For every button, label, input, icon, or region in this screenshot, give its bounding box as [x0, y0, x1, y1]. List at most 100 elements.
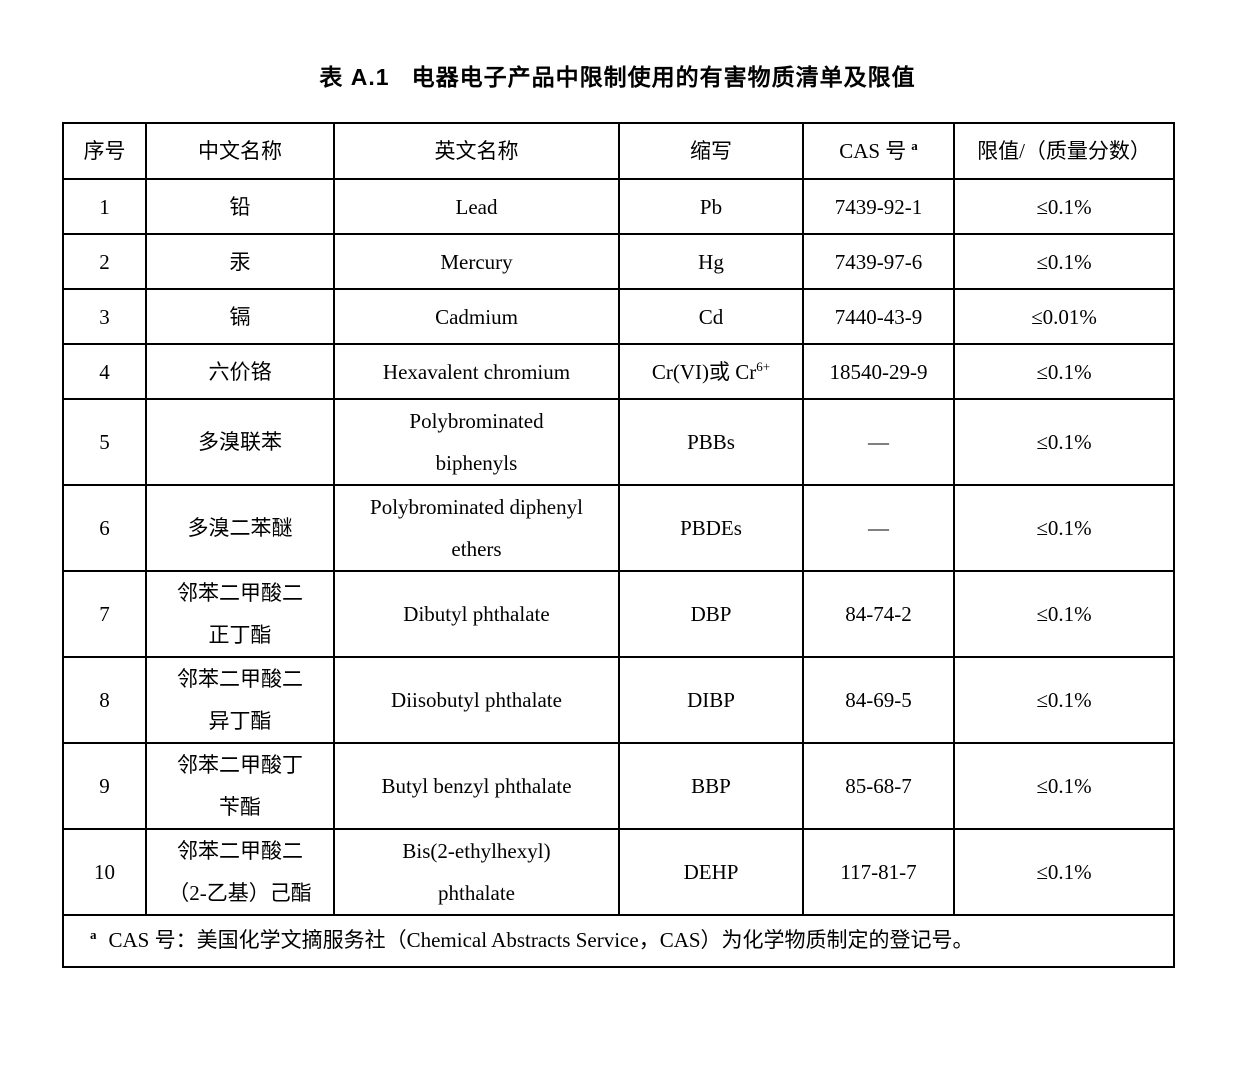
- cell-abbreviation-text: Hg: [698, 249, 724, 274]
- cell-chinese-name: 镉: [145, 288, 335, 345]
- table-row: 3 镉 Cadmium Cd 7440-43-9 ≤0.01%: [62, 288, 1175, 345]
- cell-abbreviation: DIBP: [618, 656, 804, 744]
- table-container: 序号 中文名称 英文名称 缩写 CAS 号 a 限值/（质量分数） 1 铅 Lead P…: [62, 122, 1175, 968]
- cell-abbreviation-text: PBDEs: [680, 516, 742, 540]
- cell-serial: 3: [62, 288, 147, 345]
- cell-limit: ≤0.1%: [953, 656, 1175, 744]
- cell-abbreviation-text: DEHP: [683, 860, 739, 884]
- footnote-cell: a CAS 号：美国化学文摘服务社（Chemical Abstracts Serv…: [62, 914, 1175, 968]
- cas-footnote-superscript: a: [911, 138, 918, 153]
- cell-abbreviation: Hg: [618, 233, 804, 290]
- table-row: 8 邻苯二甲酸二 异丁酯 Diisobutyl phthalate DIBP 84-69…: [62, 656, 1175, 744]
- cell-abbreviation: PBDEs: [618, 484, 804, 572]
- cell-cas-number: —: [802, 484, 955, 572]
- cell-abbreviation: PBBs: [618, 398, 804, 486]
- cell-limit: ≤0.1%: [953, 178, 1175, 235]
- cell-cas-number: —: [802, 398, 955, 486]
- cell-abbreviation: Pb: [618, 178, 804, 235]
- cell-chinese-name: 铅: [145, 178, 335, 235]
- cell-cas-number: 84-74-2: [802, 570, 955, 658]
- cell-english-name: Bis(2-ethylhexyl) phthalate: [333, 828, 620, 916]
- table-caption-title: 电器电子产品中限制使用的有害物质清单及限值: [411, 64, 916, 90]
- cell-abbreviation: DBP: [618, 570, 804, 658]
- cell-serial: 6: [62, 484, 147, 572]
- cell-abbreviation-text: Cd: [698, 304, 724, 329]
- table-row: 6 多溴二苯醚 Polybrominated diphenyl ethers PBDE…: [62, 484, 1175, 572]
- cell-english-name: Polybrominated biphenyls: [333, 398, 620, 486]
- cell-english-name: Butyl benzyl phthalate: [333, 742, 620, 830]
- cell-abbreviation: DEHP: [618, 828, 804, 916]
- cell-abbreviation: Cd: [618, 288, 804, 345]
- cell-english-name: Diisobutyl phthalate: [333, 656, 620, 744]
- cell-chinese-name: 邻苯二甲酸丁 苄酯: [145, 742, 335, 830]
- cell-limit: ≤0.1%: [953, 742, 1175, 830]
- cell-limit: ≤0.1%: [953, 570, 1175, 658]
- cell-abbreviation: Cr(VI)或 Cr6+: [618, 343, 804, 400]
- footnote-text: CAS 号：美国化学文摘服务社（Chemical Abstracts Servi…: [108, 928, 974, 953]
- cell-abbreviation-text: DBP: [690, 602, 732, 626]
- header-row: 序号 中文名称 英文名称 缩写 CAS 号 a 限值/（质量分数）: [62, 122, 1175, 180]
- cell-cas-number: 7439-97-6: [802, 233, 955, 290]
- cell-english-name: Mercury: [333, 233, 620, 290]
- cell-abbreviation: BBP: [618, 742, 804, 830]
- table-body: 1 铅 Lead Pb 7439-92-1 ≤0.1% 2 汞 Mercury Hg 7439-97…: [62, 178, 1175, 916]
- cell-abbreviation-superscript: 6+: [756, 358, 771, 374]
- cell-limit: ≤0.1%: [953, 233, 1175, 290]
- cell-serial: 10: [62, 828, 147, 916]
- table-row: 4 六价铬 Hexavalent chromium Cr(VI)或 Cr6+ 18540…: [62, 343, 1175, 400]
- cell-serial: 7: [62, 570, 147, 658]
- cell-abbreviation-text: DIBP: [687, 688, 735, 712]
- cell-english-name: Lead: [333, 178, 620, 235]
- cell-chinese-name: 邻苯二甲酸二 正丁酯: [145, 570, 335, 658]
- table-caption: 表 A.1 电器电子产品中限制使用的有害物质清单及限值: [0, 58, 1235, 92]
- cell-limit: ≤0.1%: [953, 828, 1175, 916]
- cell-abbreviation-text: Cr(VI)或 Cr: [651, 359, 757, 384]
- cell-limit: ≤0.1%: [953, 484, 1175, 572]
- cell-serial: 9: [62, 742, 147, 830]
- cell-limit: ≤0.1%: [953, 398, 1175, 486]
- footnote-row: a CAS 号：美国化学文摘服务社（Chemical Abstracts Serv…: [62, 914, 1175, 968]
- cell-english-name: Polybrominated diphenyl ethers: [333, 484, 620, 572]
- table-row: 9 邻苯二甲酸丁 苄酯 Butyl benzyl phthalate BBP 85-68…: [62, 742, 1175, 830]
- cell-limit: ≤0.01%: [953, 288, 1175, 345]
- column-header-english-name: 英文名称: [333, 122, 620, 180]
- cell-chinese-name: 邻苯二甲酸二 异丁酯: [145, 656, 335, 744]
- cell-cas-number: 7440-43-9: [802, 288, 955, 345]
- table-row: 5 多溴联苯 Polybrominated biphenyls PBBs — ≤0.1%: [62, 398, 1175, 486]
- cell-chinese-name: 六价铬: [145, 343, 335, 400]
- column-header-abbreviation: 缩写: [618, 122, 804, 180]
- footnote-marker: a: [90, 927, 97, 943]
- cell-serial: 8: [62, 656, 147, 744]
- cell-chinese-name: 邻苯二甲酸二 （2-乙基）己酯: [145, 828, 335, 916]
- cell-english-name: Cadmium: [333, 288, 620, 345]
- column-header-cas-label: CAS 号: [839, 139, 907, 163]
- table-header: 序号 中文名称 英文名称 缩写 CAS 号 a 限值/（质量分数）: [62, 122, 1175, 180]
- cell-english-name: Hexavalent chromium: [333, 343, 620, 400]
- table-row: 1 铅 Lead Pb 7439-92-1 ≤0.1%: [62, 178, 1175, 235]
- cell-abbreviation-text: Pb: [699, 194, 723, 219]
- cell-cas-number: 7439-92-1: [802, 178, 955, 235]
- hazardous-substances-table: 序号 中文名称 英文名称 缩写 CAS 号 a 限值/（质量分数） 1 铅 Lead P…: [62, 122, 1175, 968]
- cell-chinese-name: 多溴联苯: [145, 398, 335, 486]
- cell-english-name: Dibutyl phthalate: [333, 570, 620, 658]
- table-caption-number: 表 A.1: [319, 64, 390, 90]
- table-footer: a CAS 号：美国化学文摘服务社（Chemical Abstracts Serv…: [62, 914, 1175, 968]
- cell-cas-number: 18540-29-9: [802, 343, 955, 400]
- cell-serial: 1: [62, 178, 147, 235]
- cell-abbreviation-text: PBBs: [687, 430, 735, 454]
- table-row: 10 邻苯二甲酸二 （2-乙基）己酯 Bis(2-ethylhexyl) phtha…: [62, 828, 1175, 916]
- cell-cas-number: 117-81-7: [802, 828, 955, 916]
- cell-serial: 5: [62, 398, 147, 486]
- cell-chinese-name: 多溴二苯醚: [145, 484, 335, 572]
- column-header-limit: 限值/（质量分数）: [953, 122, 1175, 180]
- cell-cas-number: 84-69-5: [802, 656, 955, 744]
- cell-cas-number: 85-68-7: [802, 742, 955, 830]
- cell-limit: ≤0.1%: [953, 343, 1175, 400]
- cell-chinese-name: 汞: [145, 233, 335, 290]
- cell-serial: 2: [62, 233, 147, 290]
- column-header-cas-number: CAS 号 a: [802, 122, 955, 180]
- table-row: 7 邻苯二甲酸二 正丁酯 Dibutyl phthalate DBP 84-74-2 ≤0…: [62, 570, 1175, 658]
- column-header-serial: 序号: [62, 122, 147, 180]
- table-row: 2 汞 Mercury Hg 7439-97-6 ≤0.1%: [62, 233, 1175, 290]
- cell-abbreviation-text: BBP: [691, 774, 731, 798]
